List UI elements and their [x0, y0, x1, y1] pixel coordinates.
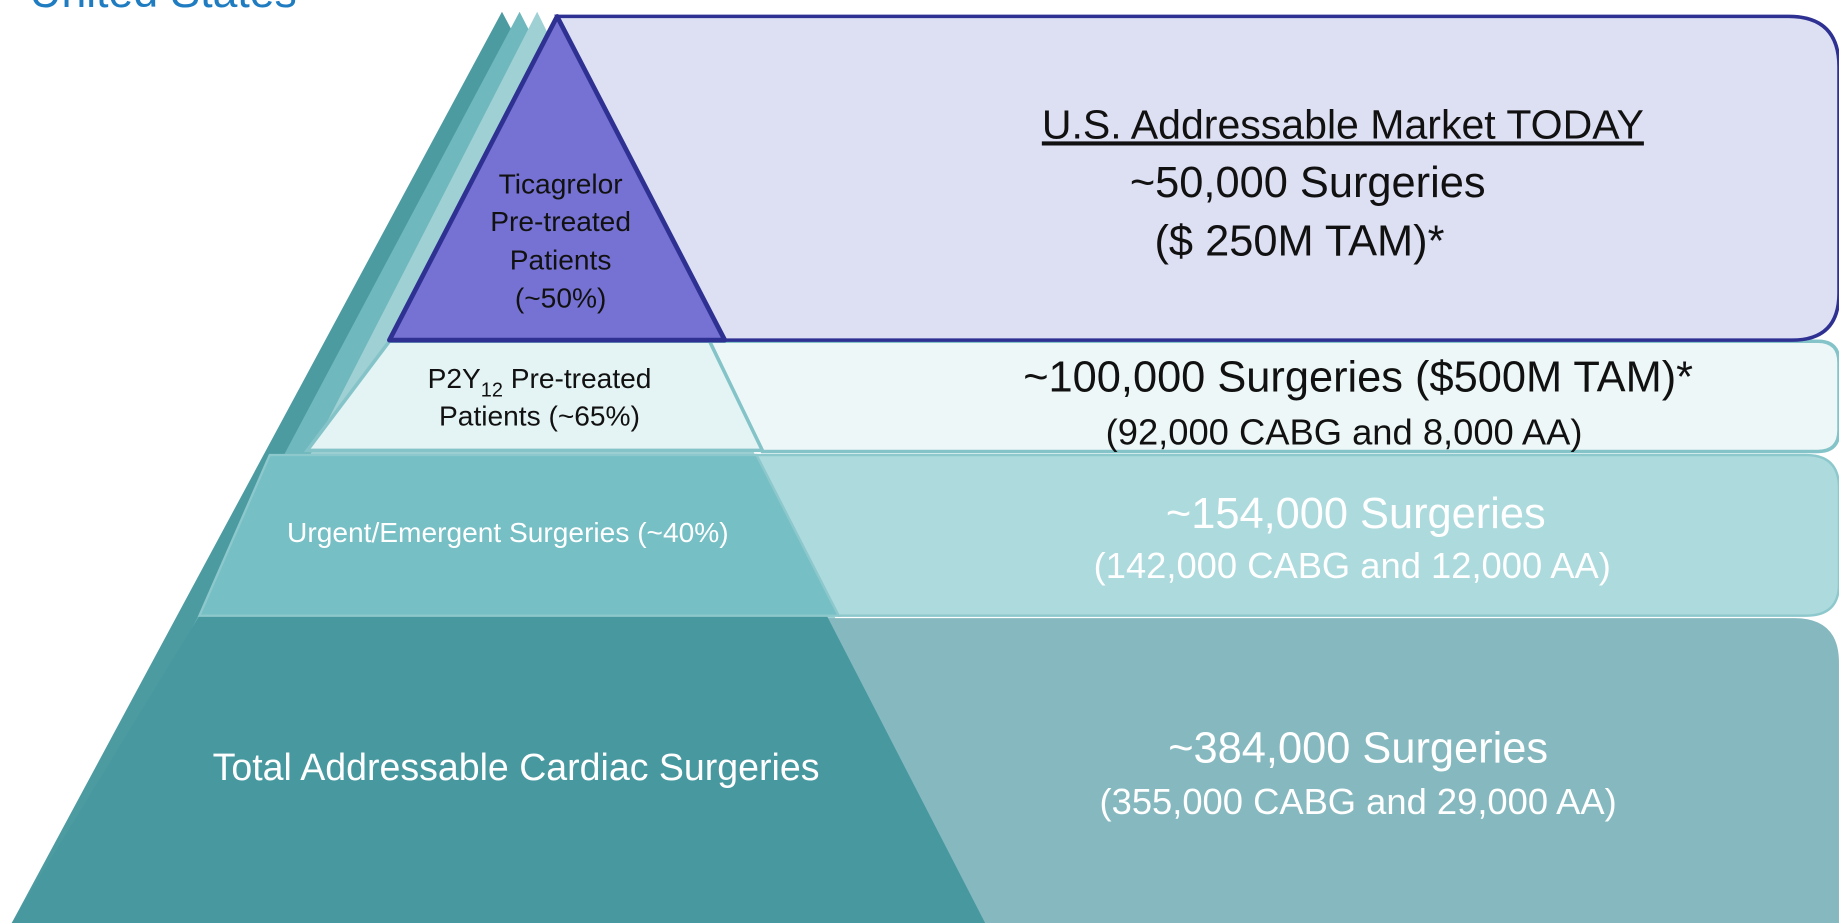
panel-line: ~154,000 Surgeries: [1166, 490, 1546, 538]
level-ticagrelor: [387, 14, 728, 343]
level-total: [11, 615, 986, 923]
level-p2y12: [303, 339, 766, 453]
label-line: Patients: [510, 245, 612, 276]
total-label: Total Addressable Cardiac Surgeries: [213, 746, 820, 788]
panel-line: ($ 250M TAM)*: [1154, 218, 1444, 266]
label-subscript: 12: [481, 379, 503, 401]
label-part: Pre-treated: [503, 363, 652, 394]
panel-line: (92,000 CABG and 8,000 AA): [1106, 411, 1583, 452]
ticagrelor-label: Ticagrelor Pre-treated Patients (~50%): [490, 169, 631, 314]
panel-line: (142,000 CABG and 12,000 AA): [1094, 545, 1611, 586]
label-line: Pre-treated: [490, 206, 631, 237]
panel-line: ~384,000 Surgeries: [1168, 724, 1548, 772]
label-part: P2Y: [428, 363, 481, 394]
label-line: P2Y12 Pre-treated: [428, 363, 652, 401]
slide-title: United States: [29, 0, 296, 17]
label-line: (~50%): [515, 282, 606, 313]
panel-total: [826, 618, 1839, 923]
label-line: Patients (~65%): [439, 401, 640, 432]
urgent-label: Urgent/Emergent Surgeries (~40%): [287, 517, 729, 548]
panel-heading: U.S. Addressable Market TODAY: [1042, 101, 1644, 147]
label-line: Ticagrelor: [499, 169, 623, 200]
panel-line: (355,000 CABG and 29,000 AA): [1100, 781, 1617, 822]
p2y12-label: P2Y12 Pre-treated Patients (~65%): [428, 363, 652, 432]
panel-line: ~100,000 Surgeries ($500M TAM)*: [1023, 354, 1693, 402]
level-urgent: [197, 453, 841, 617]
panel-line: ~50,000 Surgeries: [1130, 159, 1486, 207]
